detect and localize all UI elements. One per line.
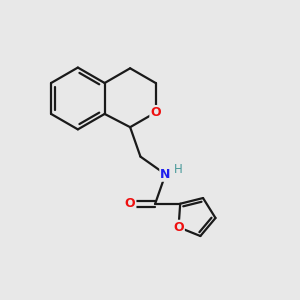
Text: O: O — [150, 106, 161, 119]
Text: O: O — [173, 221, 184, 234]
Text: H: H — [173, 164, 182, 176]
Text: N: N — [160, 168, 171, 181]
Text: O: O — [125, 197, 135, 210]
